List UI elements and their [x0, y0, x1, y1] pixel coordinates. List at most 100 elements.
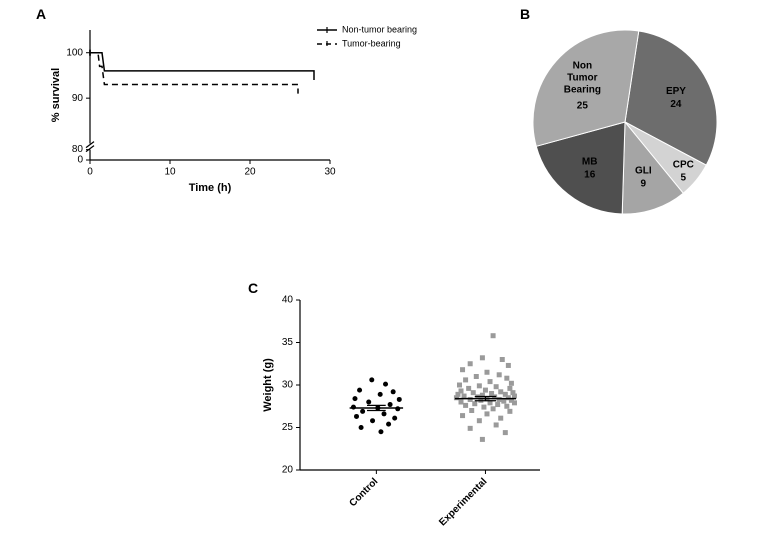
category-label: Control: [347, 476, 380, 509]
data-point: [494, 384, 499, 389]
svg-text:0: 0: [87, 167, 93, 178]
data-point: [504, 404, 509, 409]
svg-text:5: 5: [681, 172, 687, 183]
data-point: [468, 361, 473, 366]
data-point: [494, 422, 499, 427]
data-point: [460, 413, 465, 418]
data-point: [459, 400, 464, 405]
panel-b-chart: EPY 24 CPC 5 GLI 9 MB 16 NonTumorBearing 25: [505, 22, 745, 242]
data-point: [468, 397, 473, 402]
legend-item-label: Tumor-bearing: [342, 38, 401, 48]
data-point: [457, 383, 462, 388]
svg-text:% survival: % survival: [50, 68, 62, 122]
data-point: [491, 406, 496, 411]
svg-text:25: 25: [282, 422, 294, 433]
data-point: [491, 333, 496, 338]
svg-text:Time (h): Time (h): [189, 182, 232, 194]
data-point: [495, 402, 500, 407]
data-point: [351, 405, 356, 410]
data-point: [360, 409, 365, 414]
data-point: [395, 406, 400, 411]
data-point: [472, 401, 477, 406]
svg-text:Non: Non: [573, 61, 592, 72]
data-point: [480, 355, 485, 360]
data-point: [480, 437, 485, 442]
data-point: [386, 422, 391, 427]
data-point: [484, 370, 489, 375]
svg-text:CPC: CPC: [673, 159, 694, 170]
data-point: [507, 409, 512, 414]
data-point: [497, 372, 502, 377]
svg-text:MB: MB: [582, 156, 598, 167]
data-point: [509, 381, 514, 386]
data-point: [503, 430, 508, 435]
svg-text:35: 35: [282, 337, 294, 348]
svg-text:90: 90: [72, 93, 84, 104]
data-point: [471, 390, 476, 395]
data-point: [378, 392, 383, 397]
data-point: [397, 397, 402, 402]
data-point: [484, 411, 489, 416]
svg-text:30: 30: [282, 380, 294, 391]
data-point: [477, 383, 482, 388]
category-label: Experimental: [437, 476, 489, 528]
data-point: [378, 429, 383, 434]
data-point: [391, 389, 396, 394]
svg-text:16: 16: [584, 169, 596, 180]
data-point: [504, 376, 509, 381]
svg-text:30: 30: [324, 167, 336, 178]
data-point: [512, 394, 517, 399]
data-point: [462, 394, 467, 399]
data-point: [507, 386, 512, 391]
svg-text:0: 0: [77, 155, 83, 166]
data-point: [463, 377, 468, 382]
data-point: [488, 379, 493, 384]
data-point: [512, 400, 517, 405]
data-point: [354, 414, 359, 419]
data-point: [506, 363, 511, 368]
data-point: [481, 405, 486, 410]
panel-a-legend: Non-tumor bearing Tumor-bearing: [315, 20, 515, 70]
data-point: [357, 388, 362, 393]
data-point: [468, 426, 473, 431]
data-point: [383, 382, 388, 387]
data-point: [382, 411, 387, 416]
data-point: [500, 357, 505, 362]
data-point: [483, 388, 488, 393]
data-point: [498, 389, 503, 394]
data-point: [497, 397, 502, 402]
data-point: [370, 418, 375, 423]
svg-text:100: 100: [66, 47, 83, 58]
data-point: [366, 400, 371, 405]
panel-label-b: B: [520, 6, 530, 22]
legend-item-label: Non-tumor bearing: [342, 24, 417, 34]
svg-text:EPY: EPY: [666, 86, 686, 97]
svg-text:80: 80: [72, 144, 84, 155]
svg-text:9: 9: [641, 179, 647, 190]
svg-text:25: 25: [577, 101, 589, 112]
panel-a-chart: 080901000102030Time (h)% survival: [40, 20, 360, 220]
svg-text:Bearing: Bearing: [564, 85, 601, 96]
svg-text:40: 40: [282, 295, 294, 306]
data-point: [463, 403, 468, 408]
data-point: [352, 396, 357, 401]
svg-text:24: 24: [670, 99, 682, 110]
panel-c-chart: 20 25 30 35 40 Weight (g) Control Experimental: [250, 290, 570, 550]
data-point: [359, 425, 364, 430]
data-point: [466, 386, 471, 391]
data-point: [369, 377, 374, 382]
data-point: [477, 418, 482, 423]
data-point: [392, 416, 397, 421]
data-point: [454, 395, 459, 400]
data-point: [474, 374, 479, 379]
data-point: [501, 399, 506, 404]
svg-text:GLI: GLI: [635, 166, 652, 177]
svg-text:10: 10: [164, 167, 176, 178]
svg-text:20: 20: [282, 465, 294, 476]
figure-page: A B C 080901000102030Time (h)% survival …: [0, 0, 779, 556]
data-point: [388, 402, 393, 407]
data-point: [498, 416, 503, 421]
svg-text:Tumor: Tumor: [567, 73, 597, 84]
data-point: [460, 367, 465, 372]
svg-text:Weight (g): Weight (g): [262, 358, 274, 412]
